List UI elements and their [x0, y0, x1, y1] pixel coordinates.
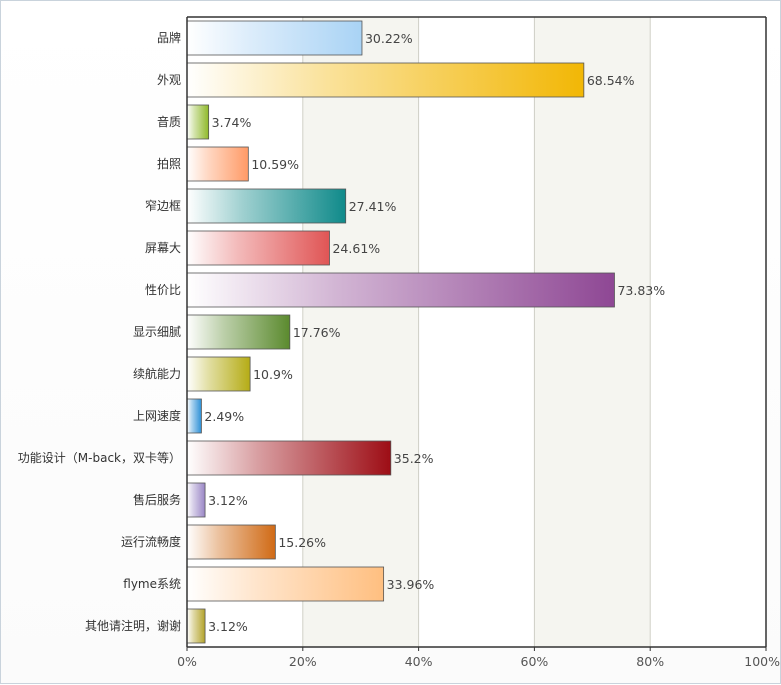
value-label: 10.9% — [253, 367, 293, 382]
value-label: 15.26% — [278, 535, 326, 550]
bar[interactable] — [186, 524, 276, 560]
category-label: 上网速度 — [133, 408, 181, 423]
bar[interactable] — [186, 566, 385, 602]
bar[interactable] — [186, 608, 206, 644]
bar[interactable] — [186, 482, 206, 518]
value-label: 3.12% — [208, 493, 248, 508]
value-label: 73.83% — [617, 283, 665, 298]
bar[interactable] — [186, 314, 291, 350]
x-tick-label: 80% — [636, 654, 664, 669]
axes — [186, 16, 767, 648]
value-label: 3.12% — [208, 619, 248, 634]
value-label: 2.49% — [204, 409, 244, 424]
value-labels: 30.22% 68.54% 3.74% 10.59% 27.41% 24.61% 73.83… — [204, 31, 665, 634]
category-label: 功能设计（M-back，双卡等） — [18, 451, 181, 465]
grid-band — [302, 17, 419, 647]
value-label: 35.2% — [394, 451, 434, 466]
category-label: 其他请注明，谢谢 — [85, 618, 181, 633]
category-label: flyme系统 — [123, 577, 181, 591]
value-label: 27.41% — [349, 199, 397, 214]
value-label: 24.61% — [332, 241, 380, 256]
bar[interactable] — [186, 104, 210, 140]
category-label: 窄边框 — [145, 198, 181, 213]
category-label: 续航能力 — [133, 366, 181, 381]
category-label: 屏幕大 — [145, 241, 181, 255]
x-tick-labels: 0% 20% 40% 60% 80% 100% — [177, 647, 780, 669]
value-label: 10.59% — [251, 157, 299, 172]
category-label: 显示细腻 — [133, 325, 181, 339]
bar[interactable] — [186, 188, 347, 224]
category-label: 运行流畅度 — [121, 534, 181, 549]
grid-band — [534, 17, 651, 647]
x-tick-label: 40% — [405, 654, 433, 669]
x-tick-label: 100% — [744, 654, 780, 669]
value-label: 3.74% — [212, 115, 252, 130]
bar[interactable] — [186, 20, 363, 56]
value-label: 30.22% — [365, 31, 413, 46]
category-label: 音质 — [157, 114, 181, 129]
bar[interactable] — [186, 62, 585, 98]
x-tick-label: 20% — [289, 654, 317, 669]
value-label: 17.76% — [293, 325, 341, 340]
bar[interactable] — [186, 440, 392, 476]
x-tick-label: 0% — [177, 654, 197, 669]
bar[interactable] — [186, 398, 202, 434]
bar[interactable] — [186, 146, 249, 182]
value-label: 33.96% — [387, 577, 435, 592]
bars — [186, 20, 615, 644]
category-label: 售后服务 — [133, 492, 181, 507]
category-label: 拍照 — [157, 156, 181, 171]
category-label: 性价比 — [145, 283, 181, 297]
value-label: 68.54% — [587, 73, 635, 88]
category-label: 品牌 — [157, 31, 181, 45]
category-label: 外观 — [157, 73, 181, 87]
x-tick-label: 60% — [521, 654, 549, 669]
bar[interactable] — [186, 356, 251, 392]
bar[interactable] — [186, 272, 615, 308]
bar[interactable] — [186, 230, 330, 266]
category-labels: 品牌外观音质拍照窄边框屏幕大性价比显示细腻续航能力上网速度功能设计（M-back… — [18, 31, 181, 633]
